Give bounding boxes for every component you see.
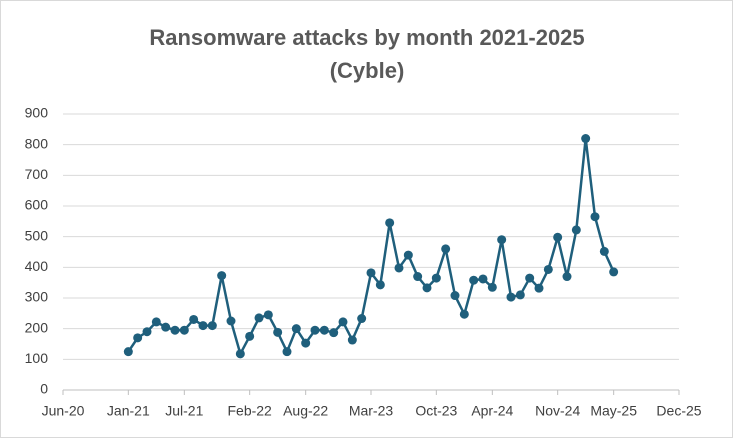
point [515,290,525,300]
point [441,244,451,254]
point [347,335,357,345]
point [459,309,469,319]
y-tick-label: 700 [25,166,49,182]
point [235,349,245,359]
x-tick-label: Aug-22 [283,403,328,419]
x-tick-label: May-25 [590,403,637,419]
point [301,338,311,348]
point [431,273,441,283]
point [497,235,507,245]
point [385,218,395,228]
point [375,280,385,290]
x-tick-label: Feb-22 [227,403,272,419]
point [525,273,535,283]
point [357,314,367,324]
chart-title: Ransomware attacks by month 2021-2025 [149,25,584,50]
point [273,327,283,337]
point [478,274,488,284]
point [450,291,460,301]
x-tick-label: Oct-23 [415,403,457,419]
point [263,310,273,320]
x-tick-label: Jan-21 [107,403,150,419]
point [469,275,479,285]
y-tick-label: 100 [25,350,49,366]
point [198,321,208,331]
point [403,250,413,260]
point [310,325,320,335]
x-tick-label: Jun-20 [42,403,85,419]
point [413,272,423,282]
point [534,283,544,293]
point [571,225,581,235]
y-tick-label: 500 [25,227,49,243]
y-tick-label: 800 [25,135,49,151]
y-tick-label: 200 [25,319,49,335]
point [123,347,133,357]
point [133,333,143,343]
point [282,347,292,357]
point [179,325,189,335]
point [161,322,171,332]
y-tick-label: 400 [25,258,49,274]
point [422,283,432,293]
point [394,263,404,273]
point [506,292,516,302]
x-tick-label: Apr-24 [471,403,513,419]
point [581,134,591,144]
y-tick-label: 0 [40,381,48,397]
point [245,331,255,341]
point [142,327,152,337]
point [254,313,264,323]
y-tick-label: 900 [25,105,49,121]
point [189,314,199,324]
point [599,246,609,256]
y-tick-label: 600 [25,197,49,213]
point [590,212,600,222]
point [207,321,217,331]
point [170,325,180,335]
point [609,267,619,277]
x-tick-label: Mar-23 [349,403,394,419]
point [329,328,339,338]
x-tick-label: Nov-24 [535,403,580,419]
point [366,268,376,278]
point [151,317,161,327]
point [487,282,497,292]
point [217,271,227,281]
y-tick-label: 300 [25,289,49,305]
point [543,264,553,274]
point [562,272,572,282]
point [319,325,329,335]
chart-subtitle: (Cyble) [330,58,405,83]
point [553,232,563,242]
x-tick-label: Jul-21 [165,403,203,419]
x-tick-label: Dec-25 [656,403,701,419]
point [338,317,348,327]
point [291,324,301,334]
point [226,316,236,326]
